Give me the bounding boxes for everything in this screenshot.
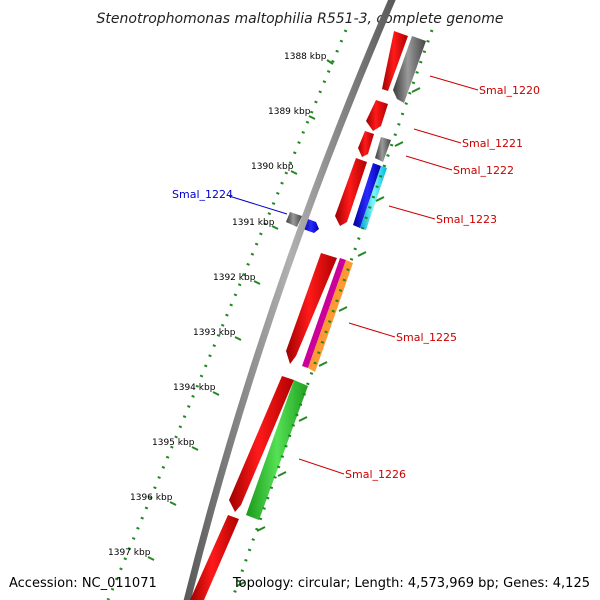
gene-green-smal-1226 (246, 380, 308, 520)
gene-red-1 (382, 31, 408, 91)
gene-red-7 (190, 515, 239, 600)
leader-line-smal-1225 (348, 322, 396, 338)
gene-label-smal-1225: Smal_1225 (396, 331, 457, 344)
inner-scale-track (230, 29, 434, 600)
gene-label-smal-1221: Smal_1221 (462, 137, 523, 150)
leader-line-smal-1220 (429, 75, 479, 91)
gene-red-3 (358, 131, 374, 157)
kbp-label-1392: 1392 kbp (213, 273, 256, 283)
gene-gray-smal-1222 (375, 137, 391, 162)
kbp-label-1396: 1396 kbp (130, 493, 173, 503)
forward-strand-red-genes (190, 31, 408, 600)
reverse-strand-genes (286, 212, 319, 233)
kbp-label-1394: 1394 kbp (173, 383, 216, 393)
kbp-label-1391: 1391 kbp (232, 218, 275, 228)
leader-line-smal-1226 (298, 458, 345, 475)
gene-label-smal-1224: Smal_1224 (172, 188, 233, 201)
gene-label-smal-1223: Smal_1223 (436, 213, 497, 226)
genome-title: Stenotrophomonas maltophilia R551-3, com… (97, 11, 504, 27)
leader-line-smal-1224 (228, 195, 288, 215)
kbp-label-1393: 1393 kbp (193, 328, 236, 338)
gene-orange-smal-1225 (308, 260, 353, 372)
gene-red-2 (366, 100, 388, 131)
kbp-label-1397: 1397 kbp (108, 548, 151, 558)
gene-red-4 (335, 158, 367, 226)
gene-red-6 (229, 376, 294, 512)
leader-line-smal-1221 (413, 128, 462, 144)
gene-labels: Smal_1220 Smal_1221 Smal_1222 Smal_1223 … (298, 75, 540, 481)
kbp-label-1388: 1388 kbp (284, 52, 327, 62)
leader-line-smal-1222 (405, 155, 453, 171)
gene-label-smal-1226: Smal_1226 (345, 468, 406, 481)
gene-magenta-smal-1225 (302, 258, 346, 368)
gene-gray-reverse (286, 212, 302, 227)
kbp-label-1390: 1390 kbp (251, 162, 294, 172)
leader-line-smal-1223 (388, 205, 436, 220)
topology-text: Topology: circular; Length: 4,573,969 bp… (232, 576, 590, 591)
gene-label-smal-1220: Smal_1220 (479, 84, 540, 97)
kbp-label-1395: 1395 kbp (152, 438, 195, 448)
gene-red-5 (286, 253, 337, 364)
gene-label-smal-1222: Smal_1222 (453, 164, 514, 177)
gene-blue-smal-1223 (353, 163, 381, 228)
kbp-label-1389: 1389 kbp (268, 107, 311, 117)
outer-scale-track (106, 29, 348, 600)
genome-backbone (183, 0, 396, 600)
forward-strand-colored-genes (246, 36, 426, 520)
kbp-scale: 1388 kbp 1389 kbp 1390 kbp 1391 kbp 1392… (108, 52, 334, 561)
gene-gray-smal-1220 (393, 36, 426, 103)
accession-text: Accession: NC_011071 (9, 576, 157, 591)
